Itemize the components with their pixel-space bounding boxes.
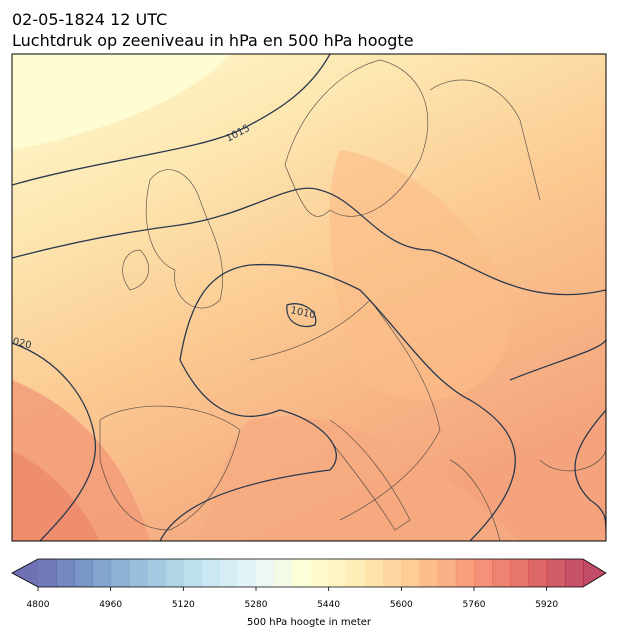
colorbar-segment	[128, 559, 148, 587]
colorbar-segment	[474, 559, 493, 587]
colorbar-segment	[92, 559, 112, 587]
colorbar-segment	[38, 559, 57, 587]
map: 1015 1010 020	[11, 54, 606, 541]
colorbar-segment	[419, 559, 439, 587]
height-band	[12, 54, 230, 150]
colorbar-tick-label: 4800	[27, 600, 50, 610]
colorbar-segment	[292, 559, 311, 587]
colorbar-label: 500 hPa hoogte in meter	[247, 617, 372, 628]
colorbar: 4800 4960 5120 5280 5440 5600 5760 5920	[11, 558, 607, 610]
colorbar-tick-label: 5600	[390, 600, 413, 610]
colorbar-segment	[183, 559, 202, 587]
map-frame	[11, 53, 607, 542]
contour-label: 020	[11, 336, 32, 351]
colorbar-segment	[237, 559, 257, 587]
colorbar-segment	[437, 559, 457, 587]
height-band	[329, 150, 511, 401]
colorbar-segment	[564, 559, 584, 587]
colorbar-segment	[74, 559, 93, 587]
colorbar-segment	[56, 559, 75, 587]
colorbar-segment	[219, 559, 239, 587]
colorbar-segment	[510, 559, 529, 587]
colorbar-tick-label: 5920	[535, 600, 558, 610]
pressure-contours	[12, 54, 606, 541]
colorbar-segment	[528, 559, 548, 587]
colorbar-extend-low	[12, 559, 38, 587]
colorbar-tick-label: 5280	[245, 600, 268, 610]
colorbar-segment	[310, 559, 330, 587]
colorbar-segment	[165, 559, 184, 587]
colorbar-segment	[365, 559, 384, 587]
colorbar-segment	[455, 559, 475, 587]
colorbar-segment	[492, 559, 511, 587]
date-title: 02-05-1824 12 UTC	[12, 10, 167, 29]
colorbar-tick-label: 5120	[172, 600, 195, 610]
map-title: Luchtdruk op zeeniveau in hPa en 500 hPa…	[12, 31, 414, 50]
colorbar-segment	[383, 559, 402, 587]
colorbar-segment	[546, 559, 566, 587]
colorbar-segment	[256, 559, 275, 587]
height-band	[12, 450, 100, 541]
colorbar-extend-high	[583, 559, 606, 587]
colorbar-segment	[401, 559, 420, 587]
colorbar-segment	[346, 559, 366, 587]
colorbar-segment	[147, 559, 166, 587]
colorbar-segment	[110, 559, 130, 587]
colorbar-segment	[328, 559, 348, 587]
colorbar-tick-label: 4960	[99, 600, 122, 610]
colorbar-segment	[201, 559, 221, 587]
colorbar-segment	[274, 559, 293, 587]
contour-label: 1010	[289, 305, 316, 321]
colorbar-tick-label: 5440	[317, 600, 340, 610]
colorbar-tick-label: 5760	[463, 600, 486, 610]
coastlines	[99, 59, 606, 541]
